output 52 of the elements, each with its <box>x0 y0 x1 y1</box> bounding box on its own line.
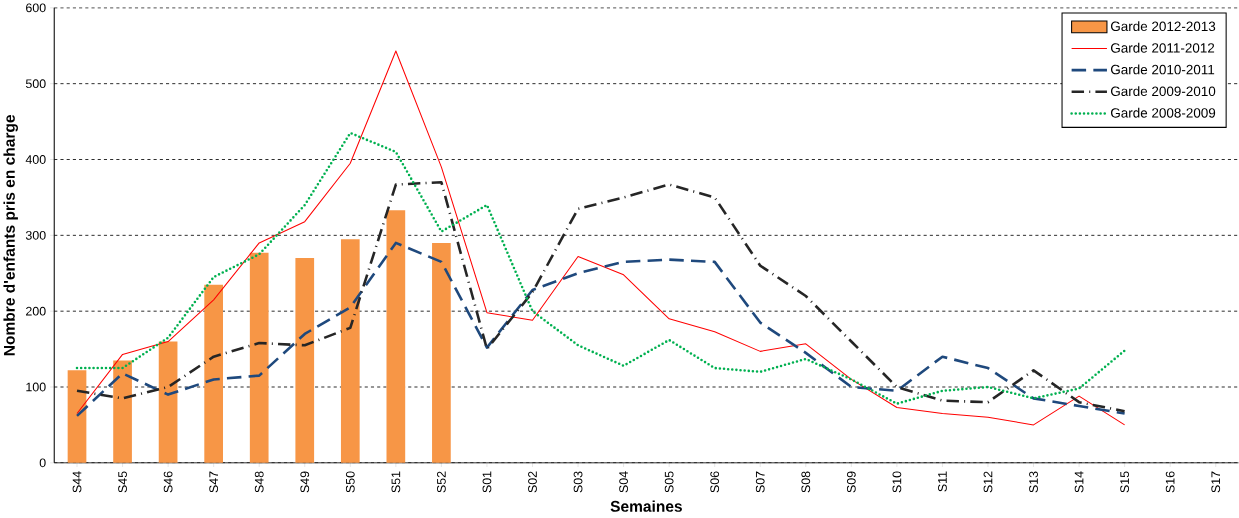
legend-label: Garde 2008-2009 <box>1111 107 1216 118</box>
x-tick-label: S50 <box>345 471 355 493</box>
x-tick-label: S45 <box>118 471 127 493</box>
x-tick-label: S02 <box>528 471 537 493</box>
bar <box>204 284 224 463</box>
y-tick-label: 200 <box>26 306 46 316</box>
x-tick-label: S51 <box>391 471 401 493</box>
x-tick-label: S47 <box>209 471 219 493</box>
bar <box>249 252 269 463</box>
bar <box>432 242 451 463</box>
y-tick-label: 0 <box>39 458 46 468</box>
x-tick-label: S11 <box>938 471 947 492</box>
x-tick-label: S44 <box>72 471 82 493</box>
y-tick-label: 500 <box>25 79 46 88</box>
x-tick-label: S07 <box>755 471 765 493</box>
bar <box>158 341 178 463</box>
y-tick-label: 600 <box>26 3 46 13</box>
line-series <box>75 180 1126 413</box>
y-tick-label: 300 <box>25 230 46 240</box>
x-tick-label: S16 <box>1165 471 1175 493</box>
bar <box>113 360 132 463</box>
bar <box>386 210 406 463</box>
x-tick-label: S13 <box>1029 471 1038 493</box>
y-axis-title: Nombre d'enfants pris en charge <box>3 114 18 355</box>
x-tick-label: S15 <box>1120 471 1130 493</box>
bar <box>340 238 360 463</box>
legend-label: Garde 2010-2011 <box>1111 64 1215 75</box>
x-tick-label: S03 <box>573 471 583 493</box>
x-tick-label: S12 <box>983 471 993 493</box>
line-series <box>75 131 1126 405</box>
x-tick-label: S17 <box>1211 471 1221 493</box>
x-tick-label: S06 <box>710 471 720 493</box>
x-tick-label: S46 <box>163 471 173 493</box>
x-tick-label: S10 <box>892 471 902 493</box>
x-axis-title: Semaines <box>610 500 682 512</box>
x-tick-label: S04 <box>619 471 628 493</box>
x-tick-label: S01 <box>482 471 492 493</box>
x-tick-label: S05 <box>664 471 674 493</box>
bar <box>295 257 315 463</box>
x-tick-label: S49 <box>300 471 310 493</box>
x-tick-label: S48 <box>254 471 264 493</box>
legend-label: Garde 2011-2012 <box>1111 42 1215 53</box>
legend-label: Garde 2009-2010 <box>1111 85 1216 96</box>
legend-label: Garde 2012-2013 <box>1111 20 1216 31</box>
y-tick-label: 100 <box>26 382 46 392</box>
bar <box>67 370 87 463</box>
x-tick-label: S52 <box>437 471 446 493</box>
x-tick-label: S08 <box>801 471 811 493</box>
line-series <box>75 241 1126 417</box>
y-tick-label: 400 <box>25 154 46 164</box>
x-tick-label: S14 <box>1074 471 1084 493</box>
x-tick-label: S09 <box>846 471 856 493</box>
